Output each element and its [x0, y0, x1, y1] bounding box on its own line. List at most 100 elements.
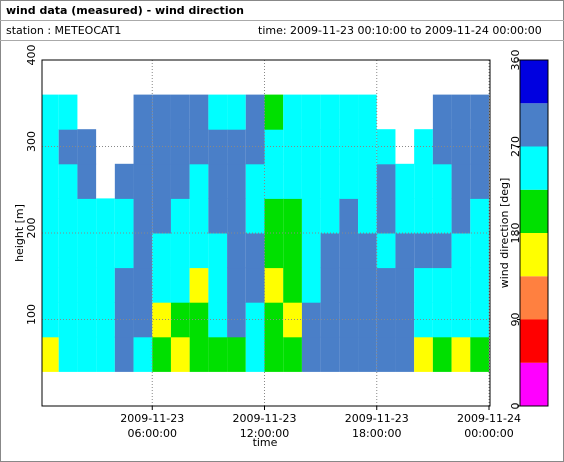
cell [451, 198, 471, 234]
cell [58, 302, 78, 338]
cell [227, 198, 246, 234]
cell [152, 267, 171, 303]
cell [227, 336, 246, 372]
y-tick-label: 300 [25, 131, 38, 152]
cell [395, 198, 415, 234]
cell [77, 198, 97, 234]
cell [42, 94, 59, 130]
cell [432, 129, 452, 165]
cell [339, 336, 359, 372]
cell [376, 129, 396, 165]
cell [208, 302, 228, 338]
cell [114, 198, 134, 234]
cell [358, 302, 377, 338]
cell [320, 302, 340, 338]
cell [114, 267, 134, 303]
cell [189, 198, 209, 234]
y-axis-label: height [m] [13, 204, 26, 262]
cell [264, 198, 284, 234]
cell [395, 233, 415, 269]
cell [96, 336, 115, 372]
x-tick-label: 12:00:00 [240, 427, 289, 440]
cell [227, 129, 246, 165]
cell [283, 267, 302, 303]
cell [376, 233, 396, 269]
cell [189, 336, 209, 372]
cell [395, 163, 415, 199]
cell [77, 163, 97, 199]
cell [170, 336, 190, 372]
cell [320, 336, 340, 372]
cell [470, 94, 489, 130]
cell [414, 233, 433, 269]
cell [320, 163, 340, 199]
cell [283, 336, 302, 372]
cell [133, 94, 153, 130]
cell [320, 129, 340, 165]
cell [96, 233, 115, 269]
cell [451, 336, 471, 372]
cell [96, 267, 115, 303]
cell [114, 233, 134, 269]
cell [170, 94, 190, 130]
cell [114, 336, 134, 372]
x-tick-label: 2009-11-23 [345, 412, 409, 425]
cell [227, 94, 246, 130]
cell [376, 267, 396, 303]
cell [301, 302, 321, 338]
cell [208, 129, 228, 165]
cell [58, 267, 78, 303]
colorbar-band [520, 103, 548, 147]
cell [245, 336, 265, 372]
cell [58, 336, 78, 372]
cell [245, 233, 265, 269]
cell [189, 94, 209, 130]
cell [114, 302, 134, 338]
cell [320, 198, 340, 234]
cell [96, 198, 115, 234]
cell [42, 336, 59, 372]
cell [208, 163, 228, 199]
cell [208, 233, 228, 269]
cell [301, 129, 321, 165]
cell [432, 233, 452, 269]
cell [189, 267, 209, 303]
cell [170, 267, 190, 303]
cell [470, 302, 489, 338]
cell [432, 336, 452, 372]
colorbar-band [520, 189, 548, 233]
cell [283, 94, 302, 130]
cell [283, 233, 302, 269]
colorbar-band [520, 362, 548, 406]
cell [42, 198, 59, 234]
cell [208, 94, 228, 130]
cell [376, 302, 396, 338]
colorbar-label: wind direction [deg] [498, 178, 511, 289]
cell [358, 129, 377, 165]
cell [432, 267, 452, 303]
cell [152, 129, 171, 165]
cell [395, 302, 415, 338]
cell [414, 198, 433, 234]
cell [245, 267, 265, 303]
chart-title: wind data (measured) - wind direction [6, 4, 244, 17]
colorbar-tick-label: 360 [509, 50, 522, 71]
cell [133, 302, 153, 338]
cell [358, 336, 377, 372]
cell [189, 129, 209, 165]
cell [320, 267, 340, 303]
cell [451, 302, 471, 338]
cell [283, 129, 302, 165]
cell [301, 163, 321, 199]
cell [77, 233, 97, 269]
cell [414, 336, 433, 372]
station: station : METEOCAT1 [6, 24, 121, 37]
colorbar-band [520, 60, 548, 104]
cell [42, 267, 59, 303]
x-tick-label: 2009-11-23 [233, 412, 297, 425]
cell [376, 163, 396, 199]
cell [283, 198, 302, 234]
cell [376, 336, 396, 372]
cell [264, 267, 284, 303]
cell [245, 163, 265, 199]
